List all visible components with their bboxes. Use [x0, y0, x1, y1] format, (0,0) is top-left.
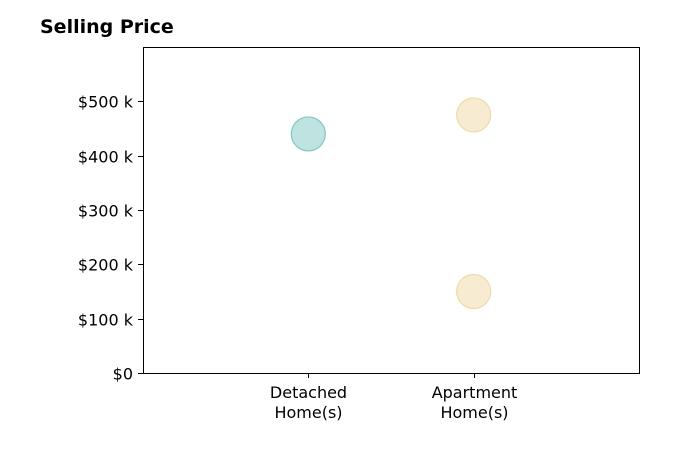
data-point: [290, 116, 326, 152]
y-tick-label: $100 k: [78, 311, 134, 330]
y-tick-label: $0: [113, 365, 133, 384]
data-point: [456, 273, 492, 310]
y-tick-label: $200 k: [78, 256, 134, 275]
chart-title: Selling Price: [40, 16, 174, 38]
x-tick-label: Apartment Home(s): [432, 383, 518, 422]
y-tick-label: $300 k: [78, 202, 134, 221]
y-tick-label: $400 k: [78, 148, 134, 167]
plot-area: $0 $100 k $200 k $300 k $400 k $500 k Detached…: [78, 47, 640, 422]
data-point: [456, 97, 492, 133]
y-tick-label: $500 k: [78, 93, 134, 112]
plot-frame: [143, 47, 640, 374]
x-tick-label: Detached Home(s): [270, 383, 347, 422]
